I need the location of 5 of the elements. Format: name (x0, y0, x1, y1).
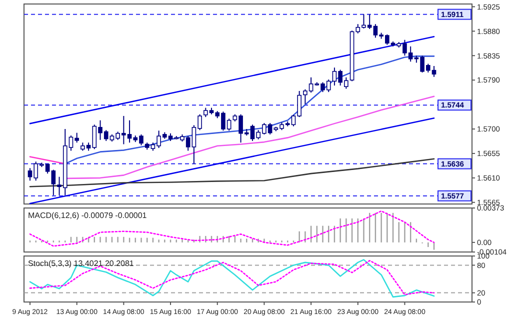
chart-title: MACD(6,12,6) -0.00079 -0.00001 (28, 211, 148, 220)
chart-title: Stoch(5,3,3) 13.4021 20.2081 (28, 259, 134, 268)
candlestick (51, 169, 56, 196)
line-series (29, 158, 435, 188)
line-series (29, 210, 435, 247)
